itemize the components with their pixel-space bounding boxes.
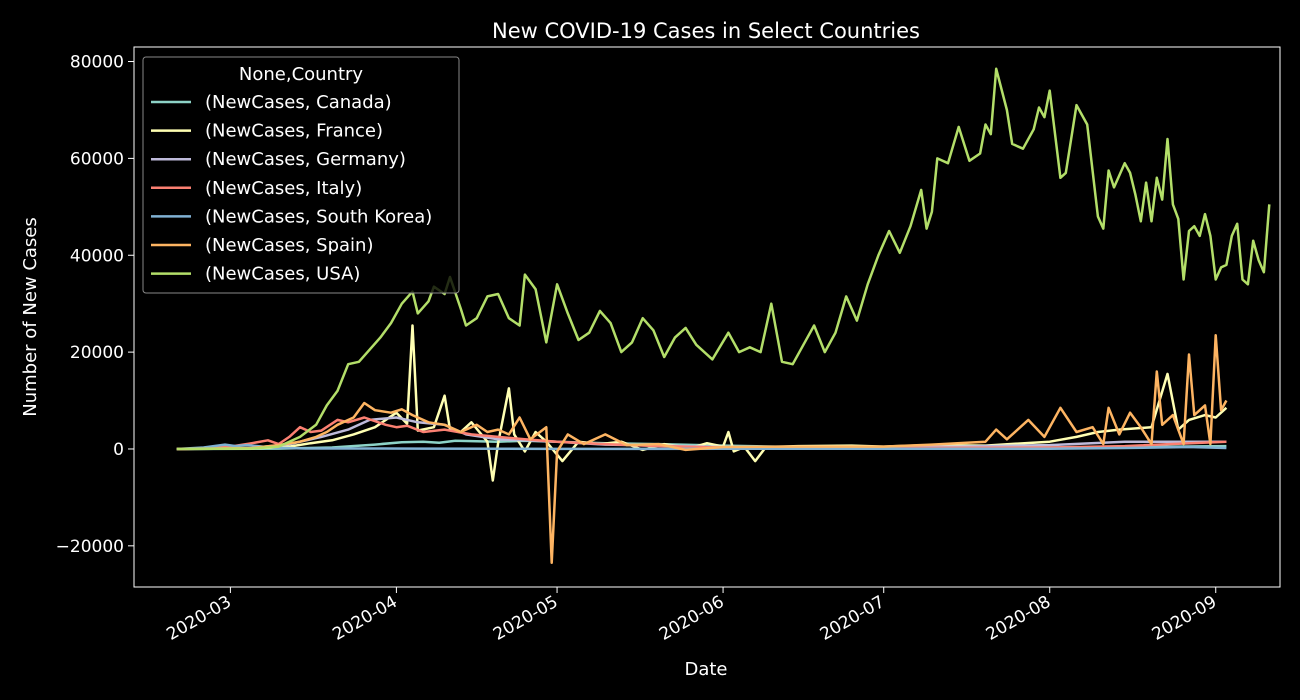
plot-area-frame <box>133 46 1281 588</box>
legend-entries: (NewCases, Canada) (NewCases, France) (New… <box>151 92 432 285</box>
series-line-newcases-usa <box>176 67 1271 451</box>
legend-label-newcases-germany: (NewCases, Germany) <box>205 149 406 170</box>
y-tick-label: −20000 <box>56 537 124 557</box>
y-tick-label: 60000 <box>70 149 124 169</box>
legend-label-newcases-south-korea: (NewCases, South Korea) <box>205 206 432 227</box>
y-tick-label: 0 <box>113 440 124 460</box>
legend-box <box>142 56 460 294</box>
x-axis-label: Date <box>684 659 727 680</box>
y-tick-label: 20000 <box>70 343 124 363</box>
series-line-newcases-south-korea <box>176 443 1227 451</box>
series-line-newcases-spain <box>176 333 1228 565</box>
y-axis-label: Number of New Cases <box>20 217 41 417</box>
legend-label-newcases-usa: (NewCases, USA) <box>205 264 360 285</box>
legend-label-newcases-canada: (NewCases, Canada) <box>205 92 392 113</box>
y-axis-ticks: −20000 0 20000 40000 60000 80000 <box>56 53 134 557</box>
y-tick-label: 40000 <box>70 246 124 266</box>
plot-lines <box>176 67 1271 565</box>
legend-label-newcases-italy: (NewCases, Italy) <box>205 178 362 199</box>
series-line-newcases-france <box>176 324 1228 482</box>
legend-title: None,Country <box>239 64 364 85</box>
y-tick-label: 80000 <box>70 53 124 73</box>
legend-label-newcases-spain: (NewCases, Spain) <box>205 235 373 256</box>
legend: None,Country (NewCases, Canada)(NewCases… <box>142 56 460 294</box>
chart-title: New COVID-19 Cases in Select Countries <box>492 19 920 43</box>
legend-label-newcases-france: (NewCases, France) <box>205 121 383 142</box>
